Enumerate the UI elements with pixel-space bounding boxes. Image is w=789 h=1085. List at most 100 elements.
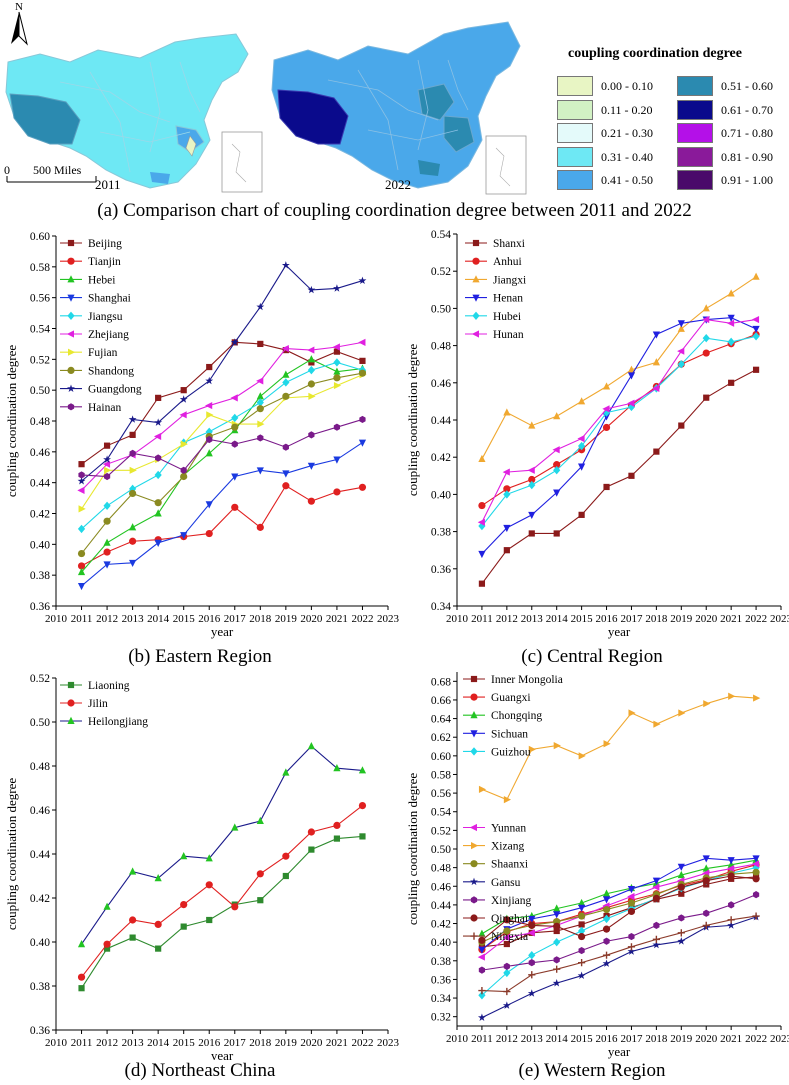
data-point (154, 509, 162, 517)
data-point (578, 904, 586, 912)
data-point (257, 420, 265, 428)
series-beijing (78, 339, 366, 468)
data-point (478, 987, 486, 995)
y-axis-label: coupling coordination degree (405, 773, 420, 926)
legend-label: Shanghai (88, 293, 131, 305)
data-point (627, 399, 635, 407)
data-point (751, 860, 760, 868)
data-point (282, 392, 290, 400)
x-tick-label: 2017 (224, 613, 247, 625)
y-tick-label: 0.50 (30, 385, 50, 397)
chart-eastern: 0.36 0.38 0.40 0.42 0.44 0.46 0.48 0.50 0.52 0.54… (4, 231, 400, 639)
y-tick-label: 0.62 (431, 732, 451, 744)
data-point (129, 867, 137, 875)
data-point (703, 700, 711, 708)
data-point (77, 486, 85, 494)
data-point (206, 916, 213, 924)
data-point (578, 463, 586, 471)
x-tick-label: 2011 (71, 1037, 93, 1049)
legend-item: Tianjin (60, 256, 121, 268)
legend-label: Shandong (88, 365, 134, 377)
data-point (231, 503, 239, 511)
legend-label: Jiangxi (493, 274, 526, 286)
data-point (503, 485, 511, 493)
map-panel: N 0 500 Miles 2011 (0, 0, 789, 228)
data-point (358, 439, 367, 447)
data-point (282, 370, 290, 378)
data-point (206, 363, 213, 371)
legend-label: Beijing (88, 238, 122, 250)
legend-item: Chongqing (463, 710, 542, 722)
legend-label: Anhui (493, 256, 522, 268)
data-point (78, 985, 85, 992)
data-point (307, 355, 315, 363)
legend-label: Shanxi (493, 238, 525, 250)
x-tick-label: 2011 (71, 613, 93, 625)
data-point (333, 423, 341, 431)
data-point (727, 337, 735, 347)
data-point (652, 940, 661, 949)
data-point (478, 580, 486, 587)
legend-label: Inner Mongolia (491, 674, 563, 686)
data-point (359, 833, 366, 840)
data-point (528, 921, 536, 929)
legend-item: Yunnan (463, 823, 526, 835)
data-point (478, 454, 486, 463)
legend-marker (470, 914, 478, 922)
data-point (652, 894, 660, 902)
data-point (477, 518, 485, 526)
data-point (103, 517, 111, 525)
data-point (129, 466, 137, 474)
data-point (602, 423, 611, 432)
data-point (627, 943, 636, 951)
data-point (603, 740, 611, 748)
legend-item: Heilongjiang (60, 716, 148, 728)
data-point (308, 846, 315, 853)
data-point (552, 979, 561, 987)
data-point (477, 953, 485, 961)
data-point (578, 397, 586, 405)
series-line (481, 276, 757, 460)
x-axis-label: year (211, 624, 234, 639)
legend-label: Chongqing (491, 710, 542, 722)
scale-label: 500 Miles (33, 163, 82, 177)
data-point (677, 937, 686, 945)
data-point (478, 966, 486, 974)
data-point (553, 904, 561, 912)
legend-marker (472, 294, 480, 302)
data-point (577, 971, 586, 980)
data-point (205, 881, 213, 889)
data-point (129, 431, 136, 438)
data-point (578, 932, 586, 941)
data-point (256, 398, 264, 407)
data-point (677, 883, 685, 891)
legend-item: Henan (465, 293, 523, 305)
data-point (528, 480, 536, 490)
data-point (677, 863, 685, 871)
data-point (231, 440, 238, 448)
data-point (752, 325, 760, 334)
legend-label: 0.00 - 0.10 (601, 79, 653, 93)
data-point (528, 421, 536, 429)
data-point (256, 302, 265, 311)
y-tick-label: 0.36 (30, 601, 50, 613)
x-tick-label: 2023 (770, 613, 789, 625)
legend-item: Hainan (60, 402, 121, 414)
data-point (333, 367, 341, 375)
data-point (552, 446, 560, 454)
legend-label: 0.21 - 0.30 (601, 126, 653, 140)
series-jilin (77, 802, 367, 981)
map-2011 (5, 33, 263, 193)
data-point (333, 358, 341, 367)
y-tick-label: 0.46 (431, 378, 451, 390)
data-point (103, 945, 111, 952)
y-tick-label: 0.44 (431, 900, 451, 912)
legend-label: 0.61 - 0.70 (721, 102, 773, 117)
data-point (358, 276, 367, 285)
data-point (77, 476, 86, 485)
data-point (256, 523, 264, 531)
data-point (333, 821, 341, 829)
year-label-2011: 2011 (95, 177, 121, 192)
data-point (702, 349, 710, 357)
y-tick-label: 0.44 (431, 415, 451, 427)
